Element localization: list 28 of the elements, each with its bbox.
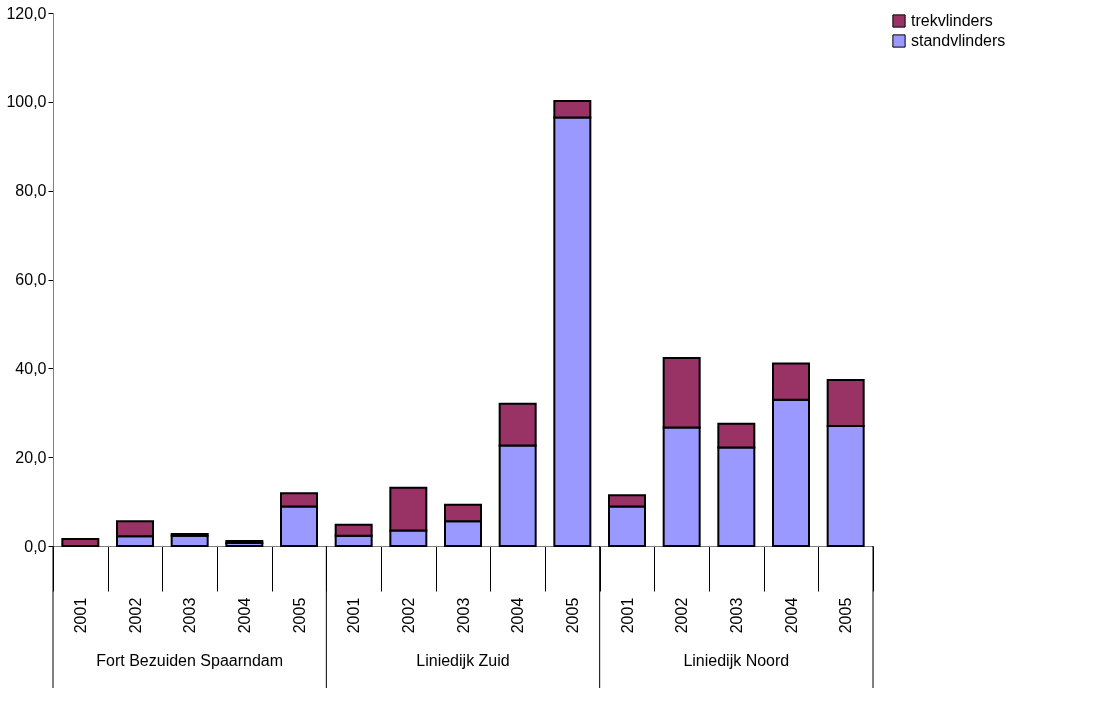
y-tick-label: 20,0	[15, 448, 47, 466]
x-tick-label: 2004	[782, 597, 800, 634]
text: Liniedijk Noord	[683, 652, 790, 669]
y-tick-label: 60,0	[15, 271, 47, 288]
y-tick-label: 100,0	[6, 93, 47, 111]
x-tick-label: 2002	[673, 597, 691, 634]
legend-label: trekvlinders	[911, 12, 993, 29]
y-tick-label: 120,0	[6, 4, 47, 22]
x-tick-label: 2001	[345, 597, 363, 634]
x-tick-label: 2003	[181, 597, 199, 634]
x-tick-label: 2003	[454, 597, 472, 634]
x-tick-label: 2001	[618, 597, 636, 634]
y-tick-label: 40,0	[15, 359, 47, 377]
x-tick-label: 2005	[290, 597, 308, 634]
text: Liniedijk Zuid	[416, 652, 510, 669]
x-tick-label: 2002	[399, 597, 417, 634]
x-tick-label: 2005	[563, 597, 581, 634]
legend-label: standvlinders	[911, 32, 1006, 49]
bar	[61, 537, 100, 547]
x-tick-label: 2004	[235, 597, 253, 634]
y-tick-label: 80,0	[15, 182, 47, 200]
x-tick-label: 2004	[509, 597, 527, 634]
y-tick-label: 0,0	[24, 537, 47, 555]
x-tick-label: 2001	[71, 597, 89, 634]
x-tick-label: 2002	[126, 597, 144, 634]
x-tick-label: 2003	[727, 597, 745, 634]
x-tick-label: 2005	[837, 597, 855, 634]
text: Fort Bezuiden Spaarndam	[96, 652, 284, 669]
